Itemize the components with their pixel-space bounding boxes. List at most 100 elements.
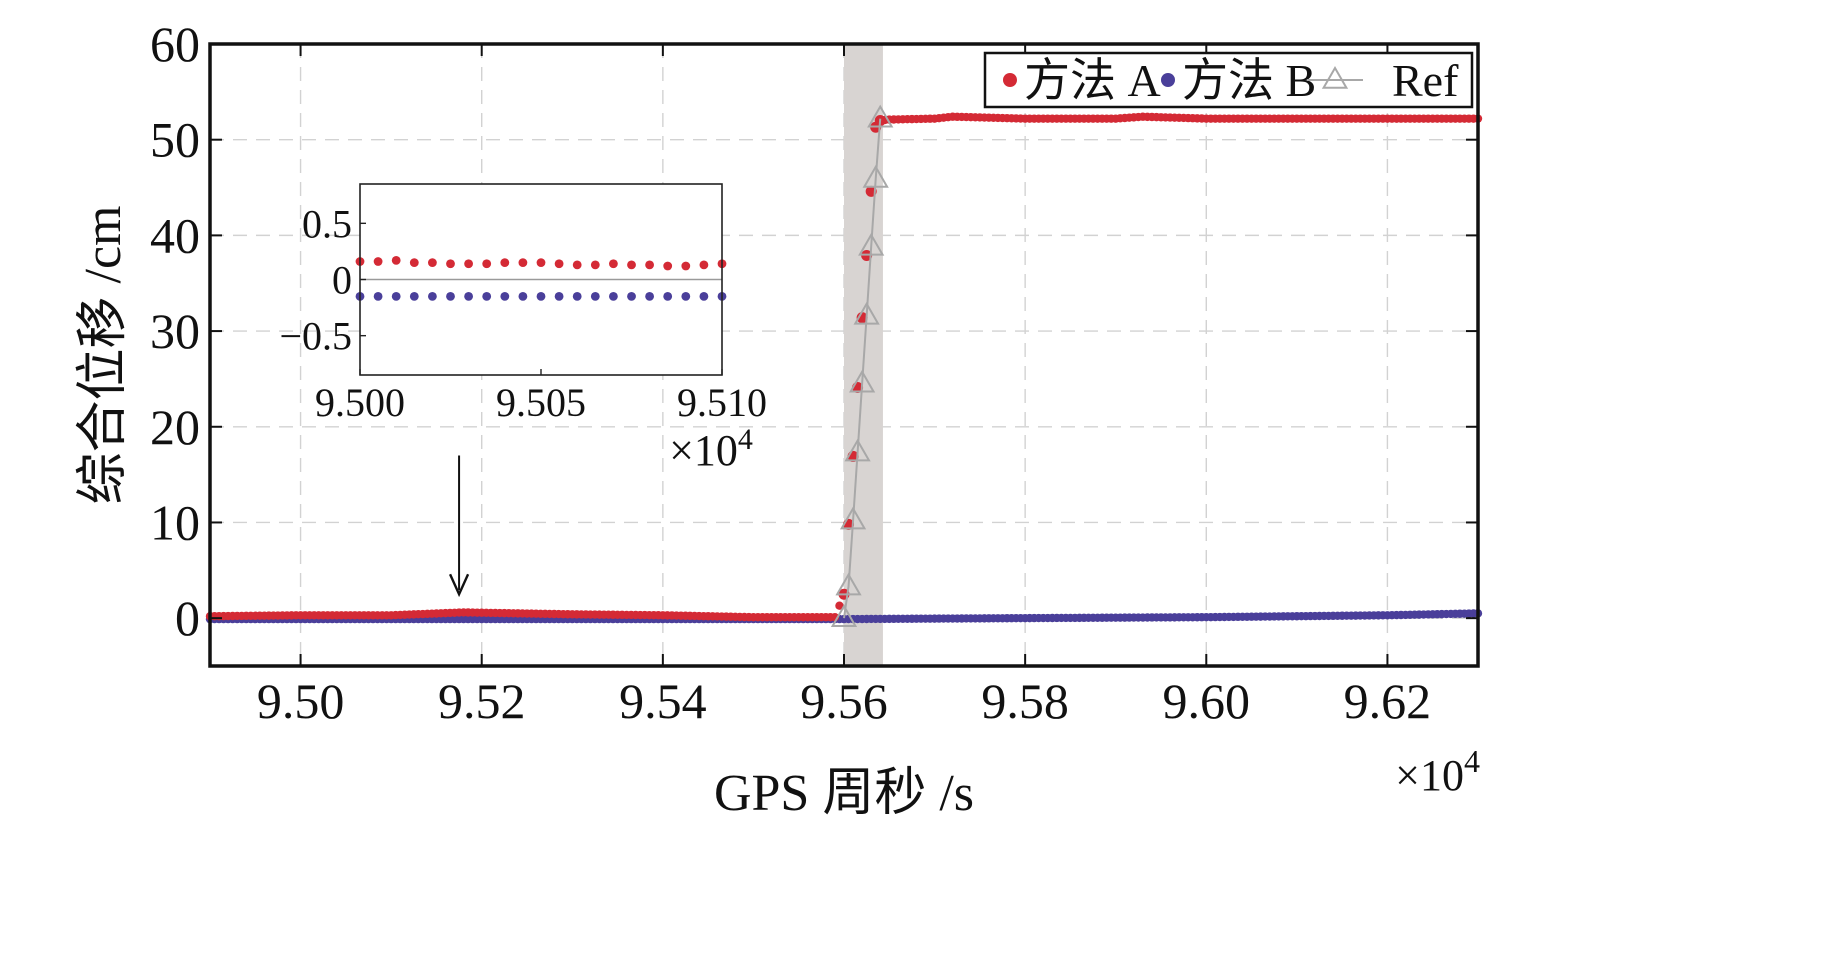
- inset-point: [590, 260, 600, 270]
- inset-point: [554, 259, 564, 269]
- inset-y-tick-label: 0.5: [302, 201, 352, 246]
- y-tick-label: 60: [150, 16, 200, 72]
- series-ref: [830, 104, 894, 627]
- y-tick-label: 40: [150, 207, 200, 263]
- inset-point: [446, 291, 455, 301]
- y-axis-title: 综合位移 /cm: [75, 206, 132, 505]
- series-ref-marker: [839, 506, 867, 530]
- legend-label: 方法 B: [1182, 55, 1316, 106]
- inset-point: [536, 291, 546, 301]
- inset-point: [409, 291, 419, 301]
- legend-marker-dot: [1161, 73, 1175, 87]
- y-tick-label: 10: [150, 494, 200, 550]
- inset-point: [464, 291, 473, 301]
- y-tick-label: 50: [150, 112, 200, 168]
- inset-point: [554, 291, 564, 301]
- inset-point: [518, 258, 528, 268]
- x-tick-label: 9.52: [438, 673, 526, 729]
- inset-point: [428, 291, 437, 301]
- inset-point: [609, 259, 618, 269]
- inset-series: [355, 291, 727, 301]
- y-tick-label: 30: [150, 303, 200, 359]
- series-ref-marker: [853, 301, 880, 325]
- inset-series-layer: [355, 256, 727, 301]
- inset-chart: 9.500 9.505 9.510 0.5 0 −0.5 ×104: [279, 183, 767, 475]
- series-ref-marker: [862, 164, 889, 188]
- y-tick-label: 20: [150, 399, 200, 455]
- x-multiplier-exponent: 4: [1464, 743, 1480, 779]
- inset-point: [699, 291, 709, 301]
- main-ticks: 9.50 9.52 9.54 9.56 9.58 9.60 9.62010203040506…: [150, 16, 1478, 729]
- inset-x-tick-label: 9.510: [677, 380, 767, 425]
- inset-point: [518, 291, 528, 301]
- inset-point: [663, 261, 673, 271]
- annotation-arrow: [448, 455, 470, 598]
- inset-point: [627, 291, 636, 301]
- series-ref-marker: [848, 369, 876, 393]
- inset-point: [536, 258, 546, 268]
- inset-multiplier-base: ×10: [669, 426, 738, 475]
- series-ref-marker: [830, 604, 858, 627]
- inset-multiplier-exponent: 4: [738, 423, 753, 456]
- inset-y-tick-label: 0: [332, 258, 352, 303]
- legend-marker-triangle: [1321, 65, 1349, 89]
- inset-point: [572, 260, 582, 270]
- inset-point: [681, 291, 691, 301]
- inset-point: [572, 291, 582, 301]
- x-tick-label: 9.54: [619, 673, 707, 729]
- inset-point: [391, 291, 401, 301]
- inset-point: [373, 257, 383, 266]
- inset-point: [373, 291, 383, 301]
- x-multiplier-base: ×10: [1395, 751, 1464, 800]
- inset-x-multiplier: ×104: [669, 423, 753, 475]
- x-tick-label: 9.62: [1344, 673, 1432, 729]
- x-tick-label: 9.50: [257, 673, 345, 729]
- x-axis-title: GPS 周秒 /s: [714, 765, 974, 822]
- legend-label: Ref: [1392, 55, 1459, 106]
- inset-ticks: 9.500 9.505 9.510 0.5 0 −0.5: [279, 201, 767, 425]
- inset-point: [645, 291, 654, 301]
- inset-x-tick-label: 9.505: [496, 380, 586, 425]
- legend-label: 方法 A: [1024, 55, 1161, 106]
- inset-point: [699, 260, 709, 270]
- x-axis-multiplier: ×104: [1395, 743, 1480, 800]
- inset-point: [590, 291, 600, 301]
- inset-point: [482, 259, 492, 269]
- inset-y-tick-label: −0.5: [279, 314, 352, 359]
- inset-point: [428, 258, 437, 268]
- x-tick-label: 9.56: [800, 673, 888, 729]
- inset-point: [391, 256, 401, 265]
- legend-item: Ref: [1307, 55, 1459, 106]
- series-ref-marker: [835, 572, 862, 596]
- y-tick-label: 0: [175, 590, 200, 646]
- legend-item: 方法 A: [1003, 55, 1161, 106]
- inset-point: [464, 259, 473, 269]
- inset-point: [609, 291, 618, 301]
- x-tick-label: 9.60: [1163, 673, 1251, 729]
- inset-point: [663, 291, 673, 301]
- inset-point: [446, 259, 455, 269]
- legend-marker-dot: [1003, 73, 1017, 87]
- inset-point: [681, 261, 691, 271]
- series-ref-marker: [867, 104, 894, 128]
- legend-item: 方法 B: [1161, 55, 1316, 106]
- inset-point: [409, 258, 419, 268]
- arrow-head: [448, 573, 470, 598]
- x-tick-label: 9.58: [981, 673, 1069, 729]
- series-ref-line: [843, 118, 882, 619]
- series-a-point: [835, 601, 844, 610]
- inset-x-tick-label: 9.500: [315, 380, 405, 425]
- inset-point: [500, 291, 510, 301]
- main-series-layer: [205, 104, 1483, 627]
- inset-point: [500, 258, 510, 268]
- series-ref-marker: [844, 438, 871, 462]
- series-ref-marker: [858, 232, 885, 256]
- legend: 方法 A 方法 B Ref: [983, 51, 1474, 109]
- inset-point: [482, 291, 492, 301]
- inset-point: [645, 260, 654, 270]
- legend-box: [983, 51, 1474, 109]
- inset-point: [627, 260, 636, 270]
